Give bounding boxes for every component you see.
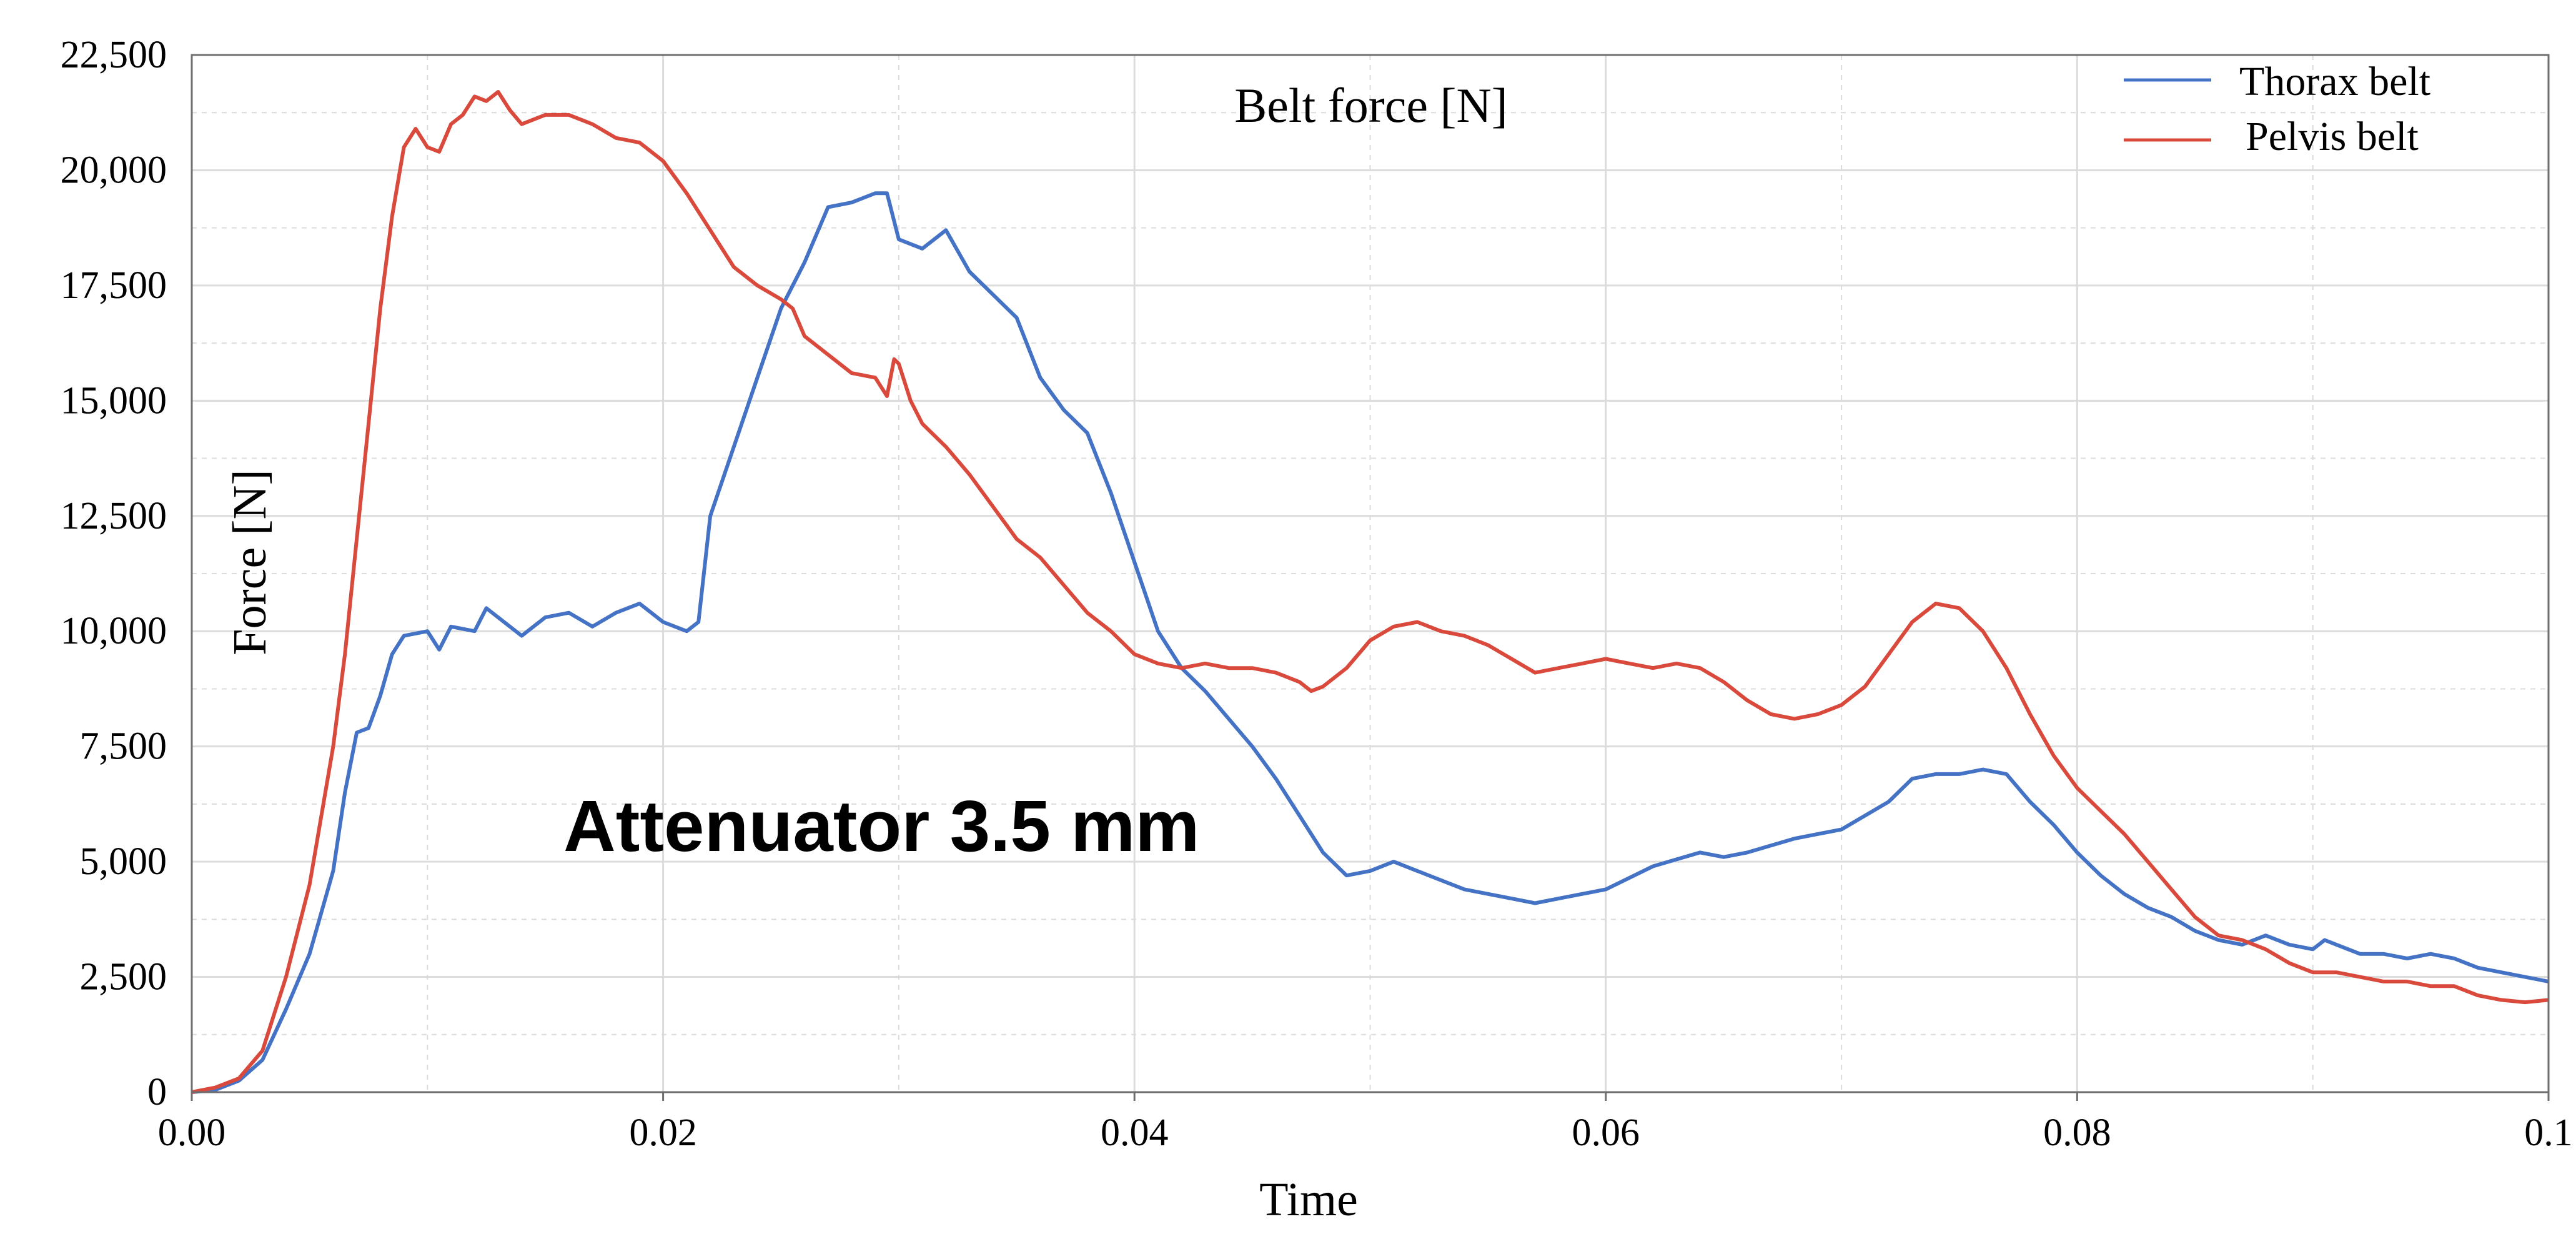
x-tick-label: 0.08 — [2043, 1112, 2111, 1154]
y-tick-label: 15,000 — [61, 379, 167, 422]
y-tick-label: 10,000 — [61, 610, 167, 652]
plot-frame — [191, 54, 2550, 1093]
y-tick-label: 2,500 — [80, 956, 167, 998]
y-tick-label: 5,000 — [80, 840, 167, 883]
x-tick-label: 0.00 — [158, 1112, 226, 1154]
y-tick-label: 22,500 — [61, 34, 167, 76]
chart-title: Belt force [N] — [1234, 78, 1507, 132]
x-tick-label: 0.02 — [629, 1112, 697, 1154]
series-lines — [191, 90, 2549, 1094]
legend-label-pelvis-belt: Pelvis belt — [2246, 114, 2419, 159]
grid-lines — [192, 55, 2549, 1092]
legend: Thorax belt Pelvis belt — [2124, 59, 2430, 159]
x-axis-ticks: 0.00 0.02 0.04 0.06 0.08 0.1 — [158, 1092, 2573, 1154]
x-tick-label: 0.1 — [2524, 1112, 2573, 1154]
series-line-pelvis-belt — [191, 90, 2549, 1094]
y-tick-label: 20,000 — [61, 149, 167, 191]
y-tick-label: 17,500 — [61, 264, 167, 307]
y-tick-label: 0 — [147, 1071, 167, 1113]
x-tick-label: 0.06 — [1572, 1112, 1640, 1154]
attenuator-annotation: Attenuator 3.5 mm — [563, 785, 1199, 867]
y-tick-label: 7,500 — [80, 725, 167, 768]
legend-label-thorax-belt: Thorax belt — [2239, 59, 2430, 104]
x-tick-label: 0.04 — [1101, 1112, 1169, 1154]
y-tick-label: 12,500 — [61, 495, 167, 537]
y-axis-ticks: 0 2,500 5,000 7,500 10,000 12,500 15,000 17,500… — [61, 34, 167, 1113]
x-axis-label: Time — [1259, 1173, 1358, 1226]
y-axis-label: Force [N] — [224, 469, 276, 655]
series-line-thorax-belt — [191, 191, 2549, 1094]
